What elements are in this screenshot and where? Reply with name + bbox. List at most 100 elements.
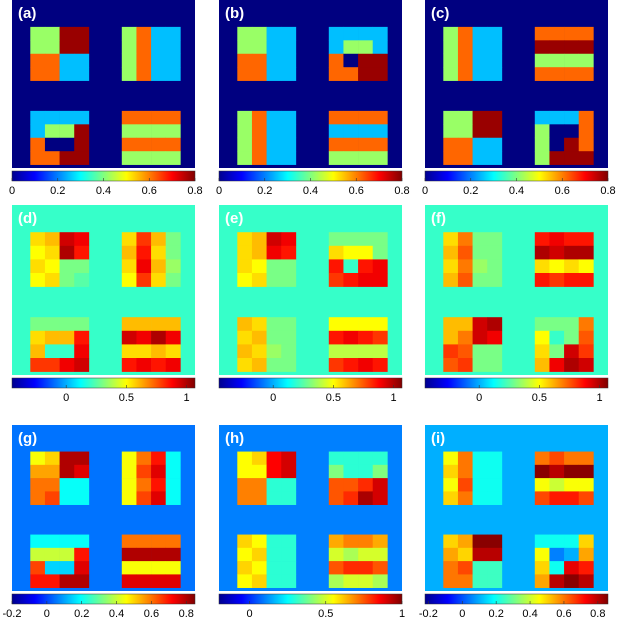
heatmap-cell	[165, 245, 181, 260]
heatmap-cell	[281, 67, 297, 81]
heatmap-cell	[251, 137, 267, 152]
colorbar-tick-label: 0.5	[326, 392, 341, 404]
heatmap-cell	[487, 358, 503, 372]
heatmap-cell	[358, 110, 374, 125]
colorbar-tick-label: 0.4	[303, 185, 318, 197]
heatmap-cell	[343, 232, 359, 247]
heatmap-cell	[343, 534, 359, 549]
heatmap-cell	[44, 344, 60, 359]
heatmap-cell	[358, 358, 374, 372]
colorbar	[218, 377, 403, 389]
heatmap-cell	[151, 53, 167, 68]
heatmap-cell	[343, 491, 359, 505]
heatmap-cell	[564, 259, 580, 274]
heatmap-cell	[343, 124, 359, 139]
heatmap-cell	[372, 451, 388, 466]
heatmap-cell	[30, 245, 46, 260]
heatmap-cell	[74, 317, 90, 332]
heatmap-cell	[281, 330, 297, 345]
heatmap-cell	[534, 491, 550, 505]
heatmap-cell	[151, 124, 167, 139]
heatmap-cell	[237, 26, 253, 41]
heatmap-cell	[281, 574, 297, 588]
panel-label: (c)	[431, 5, 449, 22]
heatmap-cell	[30, 561, 46, 575]
heatmap-cell	[30, 330, 46, 345]
heatmap-cell	[266, 110, 282, 125]
heatmap-cell	[328, 358, 344, 372]
heatmap-cell	[44, 259, 60, 274]
heatmap-cell	[372, 26, 388, 41]
heatmap-cell	[578, 67, 594, 81]
heatmap-cell	[237, 561, 253, 575]
heatmap-cell	[457, 574, 473, 588]
heatmap-cell	[549, 451, 565, 466]
heatmap-cell	[564, 317, 580, 332]
heatmap-cell	[44, 330, 60, 345]
heatmap-cell	[372, 151, 388, 165]
heatmap-cell	[358, 547, 374, 562]
colorbar-tick-label: 0.2	[74, 608, 89, 620]
heatmap-cell	[266, 273, 282, 287]
heatmap-cell	[564, 53, 580, 68]
heatmap-cell	[534, 344, 550, 359]
heatmap-cell	[564, 124, 580, 139]
heatmap-cell	[358, 478, 374, 492]
heatmap-cell	[457, 561, 473, 575]
heatmap-cell	[472, 151, 488, 165]
heatmap-cell	[372, 344, 388, 359]
heatmap-cell	[59, 491, 75, 505]
heatmap-cell	[343, 137, 359, 152]
heatmap-cell	[534, 330, 550, 345]
heatmap-cell	[136, 137, 152, 152]
heatmap-cell	[343, 358, 359, 372]
heatmap-cell	[237, 317, 253, 332]
heatmap-cell	[487, 53, 503, 68]
heatmap-cell	[165, 259, 181, 274]
heatmap-cell	[328, 259, 344, 274]
heatmap-cell	[443, 534, 459, 549]
heatmap-cell	[251, 245, 267, 260]
heatmap-cell	[30, 464, 46, 479]
heatmap-cell	[358, 137, 374, 152]
colorbar-tick-label: 0	[459, 608, 465, 620]
heatmap-cell	[358, 330, 374, 345]
heatmap-cell	[44, 491, 60, 505]
heatmap-cell	[487, 151, 503, 165]
heatmap-cell	[534, 245, 550, 260]
heatmap-cell	[44, 232, 60, 247]
heatmap-cell	[564, 273, 580, 287]
heatmap-cell	[578, 273, 594, 287]
colorbar-tick-label: 1	[399, 608, 405, 620]
heatmap-cell	[457, 547, 473, 562]
heatmap-cell	[443, 330, 459, 345]
heatmap-cell	[457, 478, 473, 492]
heatmap-cell	[237, 245, 253, 260]
colorbar-tick-label: 0.4	[109, 608, 124, 620]
heatmap-cell	[472, 561, 488, 575]
heatmap-cell	[358, 67, 374, 81]
heatmap-cell	[358, 151, 374, 165]
heatmap-cell	[472, 26, 488, 41]
colorbar-tick-label: 0.6	[142, 185, 157, 197]
heatmap-cell	[358, 40, 374, 55]
heatmap-cell	[136, 547, 152, 562]
heatmap-cell	[30, 534, 46, 549]
heatmap-cell	[372, 110, 388, 125]
colorbar-tick-label: 0.8	[600, 185, 615, 197]
heatmap-cell	[121, 151, 137, 165]
heatmap-cell	[44, 67, 60, 81]
heatmap-cell	[487, 110, 503, 125]
heatmap-cell	[251, 53, 267, 68]
heatmap-cell	[457, 259, 473, 274]
heatmap-cell	[549, 110, 565, 125]
heatmap-cell	[549, 67, 565, 81]
heatmap-cell	[251, 151, 267, 165]
heatmap-cell	[44, 245, 60, 260]
heatmap-cell	[472, 67, 488, 81]
heatmap-cell	[74, 53, 90, 68]
heatmap-cell	[266, 259, 282, 274]
heatmap-cell	[534, 464, 550, 479]
heatmap-cell	[151, 273, 167, 287]
heatmap-cell	[266, 344, 282, 359]
